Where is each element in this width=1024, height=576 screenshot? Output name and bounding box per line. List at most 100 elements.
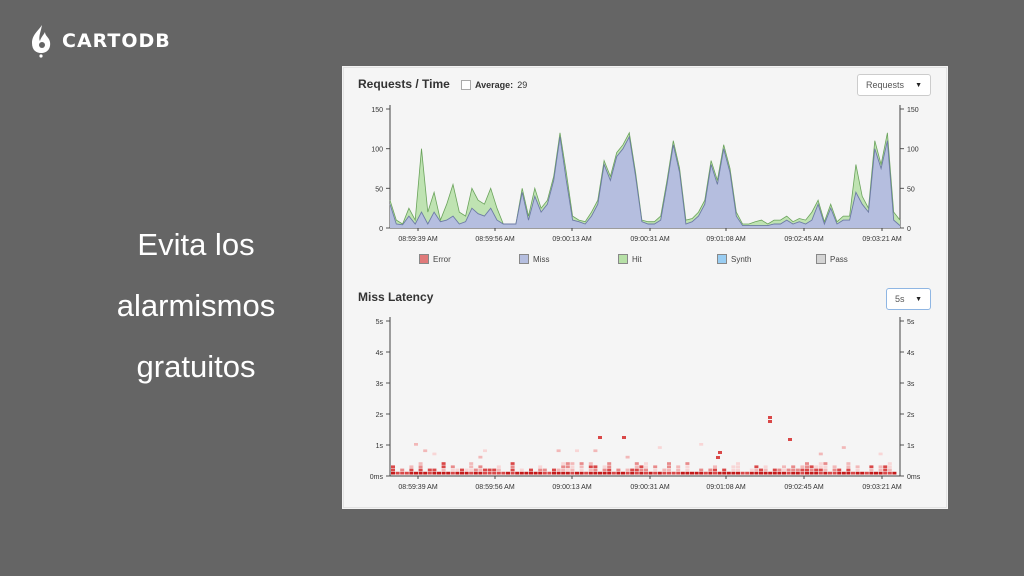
heat-cell <box>575 471 579 475</box>
heat-cell <box>460 471 464 475</box>
heat-cell <box>690 471 694 475</box>
heat-cell <box>644 462 648 465</box>
legend-label: Miss <box>533 254 550 264</box>
heat-cell <box>418 468 423 472</box>
heat-cell <box>791 465 796 469</box>
heat-cell <box>726 471 731 475</box>
heat-cell <box>634 462 639 465</box>
heat-cell <box>450 468 455 472</box>
legend-item[interactable]: Miss <box>519 254 549 264</box>
x-tick-label: 09:00:31 AM <box>630 484 669 491</box>
heat-cell <box>768 420 772 423</box>
heat-cell <box>464 471 469 475</box>
y-tick-label: 0ms <box>370 474 384 481</box>
heat-cell <box>791 468 796 472</box>
heat-cell <box>809 468 814 472</box>
heat-cell <box>584 471 589 475</box>
heat-cell <box>455 471 460 475</box>
heat-cell <box>570 465 575 469</box>
heat-cell <box>878 471 883 475</box>
y-tick-label: 1s <box>907 443 915 450</box>
heat-cell <box>510 462 515 465</box>
heat-cell <box>515 471 520 475</box>
heat-cell <box>713 468 717 472</box>
heat-cell <box>772 468 777 472</box>
y-tick-label: 4s <box>376 350 384 357</box>
heat-cell <box>552 468 556 472</box>
heat-cell <box>667 471 671 475</box>
heat-cell <box>579 468 584 472</box>
heat-cell <box>492 468 497 472</box>
heat-cell <box>432 452 437 456</box>
y-tick-label: 100 <box>371 147 383 154</box>
heat-cell <box>542 471 547 475</box>
heat-cell <box>887 471 892 475</box>
latency-select[interactable]: 5s ▼ <box>886 288 931 310</box>
heat-cell <box>391 465 395 469</box>
heat-cell <box>736 468 740 472</box>
heat-cell <box>561 462 566 465</box>
heat-cell <box>716 456 720 459</box>
heat-cell <box>814 465 819 469</box>
requests-select[interactable]: Requests ▼ <box>857 74 931 96</box>
heat-cell <box>846 471 851 475</box>
heat-cell <box>391 468 395 472</box>
heat-cell <box>483 471 487 475</box>
x-tick-label: 09:03:21 AM <box>862 236 901 243</box>
legend-label: Synth <box>731 254 752 264</box>
heat-cell <box>602 468 607 472</box>
heat-cell <box>887 465 892 469</box>
x-tick-label: 08:59:56 AM <box>475 484 514 491</box>
heat-cell <box>529 471 533 475</box>
heat-cell <box>579 462 584 465</box>
heat-cell <box>823 468 828 472</box>
heat-cell <box>855 468 860 472</box>
average-label: Average: <box>475 80 514 90</box>
heat-cell <box>460 468 464 472</box>
x-tick-label: 09:00:31 AM <box>630 236 669 243</box>
legend-item[interactable]: Synth <box>717 254 751 264</box>
heat-cell <box>699 443 704 446</box>
heat-cell <box>611 471 616 475</box>
heat-cell <box>644 465 648 469</box>
y-tick-label: 2s <box>907 412 915 419</box>
x-tick-label: 08:59:39 AM <box>398 236 437 243</box>
heat-cell <box>395 471 400 475</box>
heat-cell <box>409 471 414 475</box>
legend-label: Error <box>433 254 451 264</box>
heat-cell <box>809 471 814 475</box>
heat-cell <box>570 471 575 475</box>
heat-cell <box>662 468 667 472</box>
heat-cell <box>731 471 736 475</box>
heat-cell <box>538 468 543 472</box>
heat-cell <box>487 468 492 472</box>
heat-cell <box>588 465 593 469</box>
heat-cell <box>841 471 846 475</box>
heat-cell <box>860 471 865 475</box>
legend-item[interactable]: Hit <box>618 254 642 264</box>
heat-cell <box>519 468 524 472</box>
heat-cell <box>759 468 763 472</box>
heat-cell <box>565 462 570 465</box>
average-toggle[interactable]: Average: 29 <box>461 80 527 90</box>
heat-cell <box>593 449 598 453</box>
heat-cell <box>598 471 602 475</box>
x-tick-label: 09:02:45 AM <box>784 236 823 243</box>
average-checkbox[interactable] <box>461 80 471 90</box>
legend-item[interactable]: Error <box>419 254 451 264</box>
heat-cell <box>846 465 851 469</box>
heat-cell <box>851 471 855 475</box>
heat-cell <box>648 471 653 475</box>
heat-cell <box>437 471 441 475</box>
heat-cell <box>864 471 869 475</box>
heat-cell <box>782 471 786 475</box>
heat-cell <box>593 465 598 469</box>
heat-cell <box>841 446 846 449</box>
heat-cell <box>818 468 823 472</box>
heat-cell <box>736 471 740 475</box>
heat-cell <box>722 468 727 472</box>
legend-swatch <box>519 254 529 264</box>
heat-cell <box>676 471 681 475</box>
heat-cell <box>634 465 639 469</box>
legend-item[interactable]: Pass <box>816 254 848 264</box>
